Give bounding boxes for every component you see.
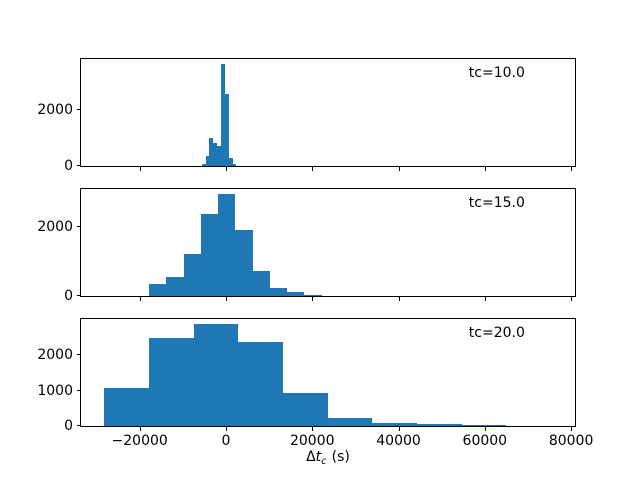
- subplot-tc-10: tc=10.0 0 2000: [37, 58, 576, 173]
- x-axis-title-subscript: c: [321, 456, 327, 467]
- y-tick-label: 1000: [37, 382, 73, 399]
- histogram-bar: [327, 418, 373, 426]
- annotation-label: tc=15.0: [468, 195, 525, 212]
- histogram-bar: [166, 276, 184, 296]
- histogram-bar: [252, 270, 270, 296]
- histogram-bars-area: [81, 319, 575, 426]
- x-tick-mark: [225, 166, 227, 171]
- histogram-bar: [221, 64, 225, 166]
- y-tick-mark: [77, 109, 81, 111]
- histogram-bar: [372, 422, 417, 426]
- x-tick-mark: [312, 166, 314, 171]
- histogram-bar: [193, 323, 239, 426]
- x-tick-mark: [225, 426, 227, 431]
- histogram-bar: [232, 163, 237, 166]
- subplot-tc-20: tc=20.0 0 1000 2000 −20000 0 20000 40000 60000 8…: [37, 318, 593, 448]
- histogram-bar: [209, 137, 214, 166]
- histogram-bar: [238, 341, 283, 426]
- histogram-bar: [282, 392, 328, 426]
- x-axis-title-unit: (s): [331, 449, 350, 465]
- x-tick-mark: [571, 426, 573, 431]
- x-tick-mark: [312, 296, 314, 301]
- histogram-bar: [304, 295, 322, 296]
- x-tick-label: −20000: [111, 433, 168, 449]
- annotation-label: tc=10.0: [468, 65, 525, 82]
- x-tick-mark: [398, 426, 400, 431]
- histogram-bar: [205, 155, 210, 166]
- histogram-bar: [287, 292, 305, 296]
- x-tick-label: 0: [221, 433, 231, 449]
- y-tick-mark: [77, 389, 81, 391]
- y-tick-mark: [77, 165, 81, 166]
- histogram-bar: [148, 337, 194, 426]
- annotation-label: tc=20.0: [468, 325, 525, 342]
- subplot-tc-15: tc=15.0 0 2000: [37, 188, 576, 303]
- histogram-bar: [201, 164, 206, 166]
- histogram-bar: [416, 423, 462, 426]
- x-tick-mark: [571, 296, 573, 301]
- x-tick-label: 60000: [462, 433, 508, 449]
- x-tick-mark: [398, 296, 400, 301]
- histogram-bar: [183, 253, 201, 296]
- y-tick-label: 2000: [37, 218, 73, 235]
- y-tick-label: 2000: [37, 347, 73, 364]
- histogram-bar: [104, 387, 149, 426]
- x-tick-label: 80000: [548, 433, 594, 449]
- y-tick-mark: [77, 425, 81, 426]
- y-tick-label: 2000: [37, 102, 73, 119]
- x-tick-mark: [225, 296, 227, 301]
- histogram-bar: [218, 194, 236, 296]
- histogram-bar: [224, 93, 229, 166]
- histogram-bar: [461, 425, 507, 426]
- histogram-bars-area: [81, 189, 575, 296]
- x-axis-title: Δtc (s): [80, 449, 576, 467]
- x-tick-mark: [484, 166, 486, 171]
- histogram-bar: [149, 284, 167, 296]
- x-axis-title-variable: t: [315, 449, 322, 465]
- x-tick-mark: [571, 166, 573, 171]
- histogram-bars-area: [81, 59, 575, 166]
- x-tick-mark: [139, 166, 141, 171]
- x-tick-label: 20000: [289, 433, 335, 449]
- histogram-bar: [217, 146, 221, 166]
- x-tick-mark: [312, 426, 314, 431]
- histogram-bar: [269, 288, 288, 296]
- x-tick-mark: [398, 166, 400, 171]
- x-tick-mark: [139, 426, 141, 431]
- y-tick-label: 0: [64, 288, 73, 304]
- histogram-bar: [228, 157, 233, 166]
- y-tick-mark: [77, 295, 81, 296]
- x-tick-mark: [484, 426, 486, 431]
- x-tick-mark: [139, 296, 141, 301]
- histogram-bar: [213, 142, 218, 166]
- histogram-bar: [200, 214, 219, 296]
- x-tick-label: 40000: [376, 433, 421, 449]
- y-tick-mark: [77, 225, 81, 227]
- y-tick-label: 0: [64, 158, 73, 174]
- y-tick-label: 0: [64, 418, 73, 434]
- y-tick-mark: [77, 354, 81, 356]
- x-axis-title-delta: Δ: [306, 449, 316, 465]
- x-tick-mark: [484, 296, 486, 301]
- histogram-bar: [235, 230, 253, 296]
